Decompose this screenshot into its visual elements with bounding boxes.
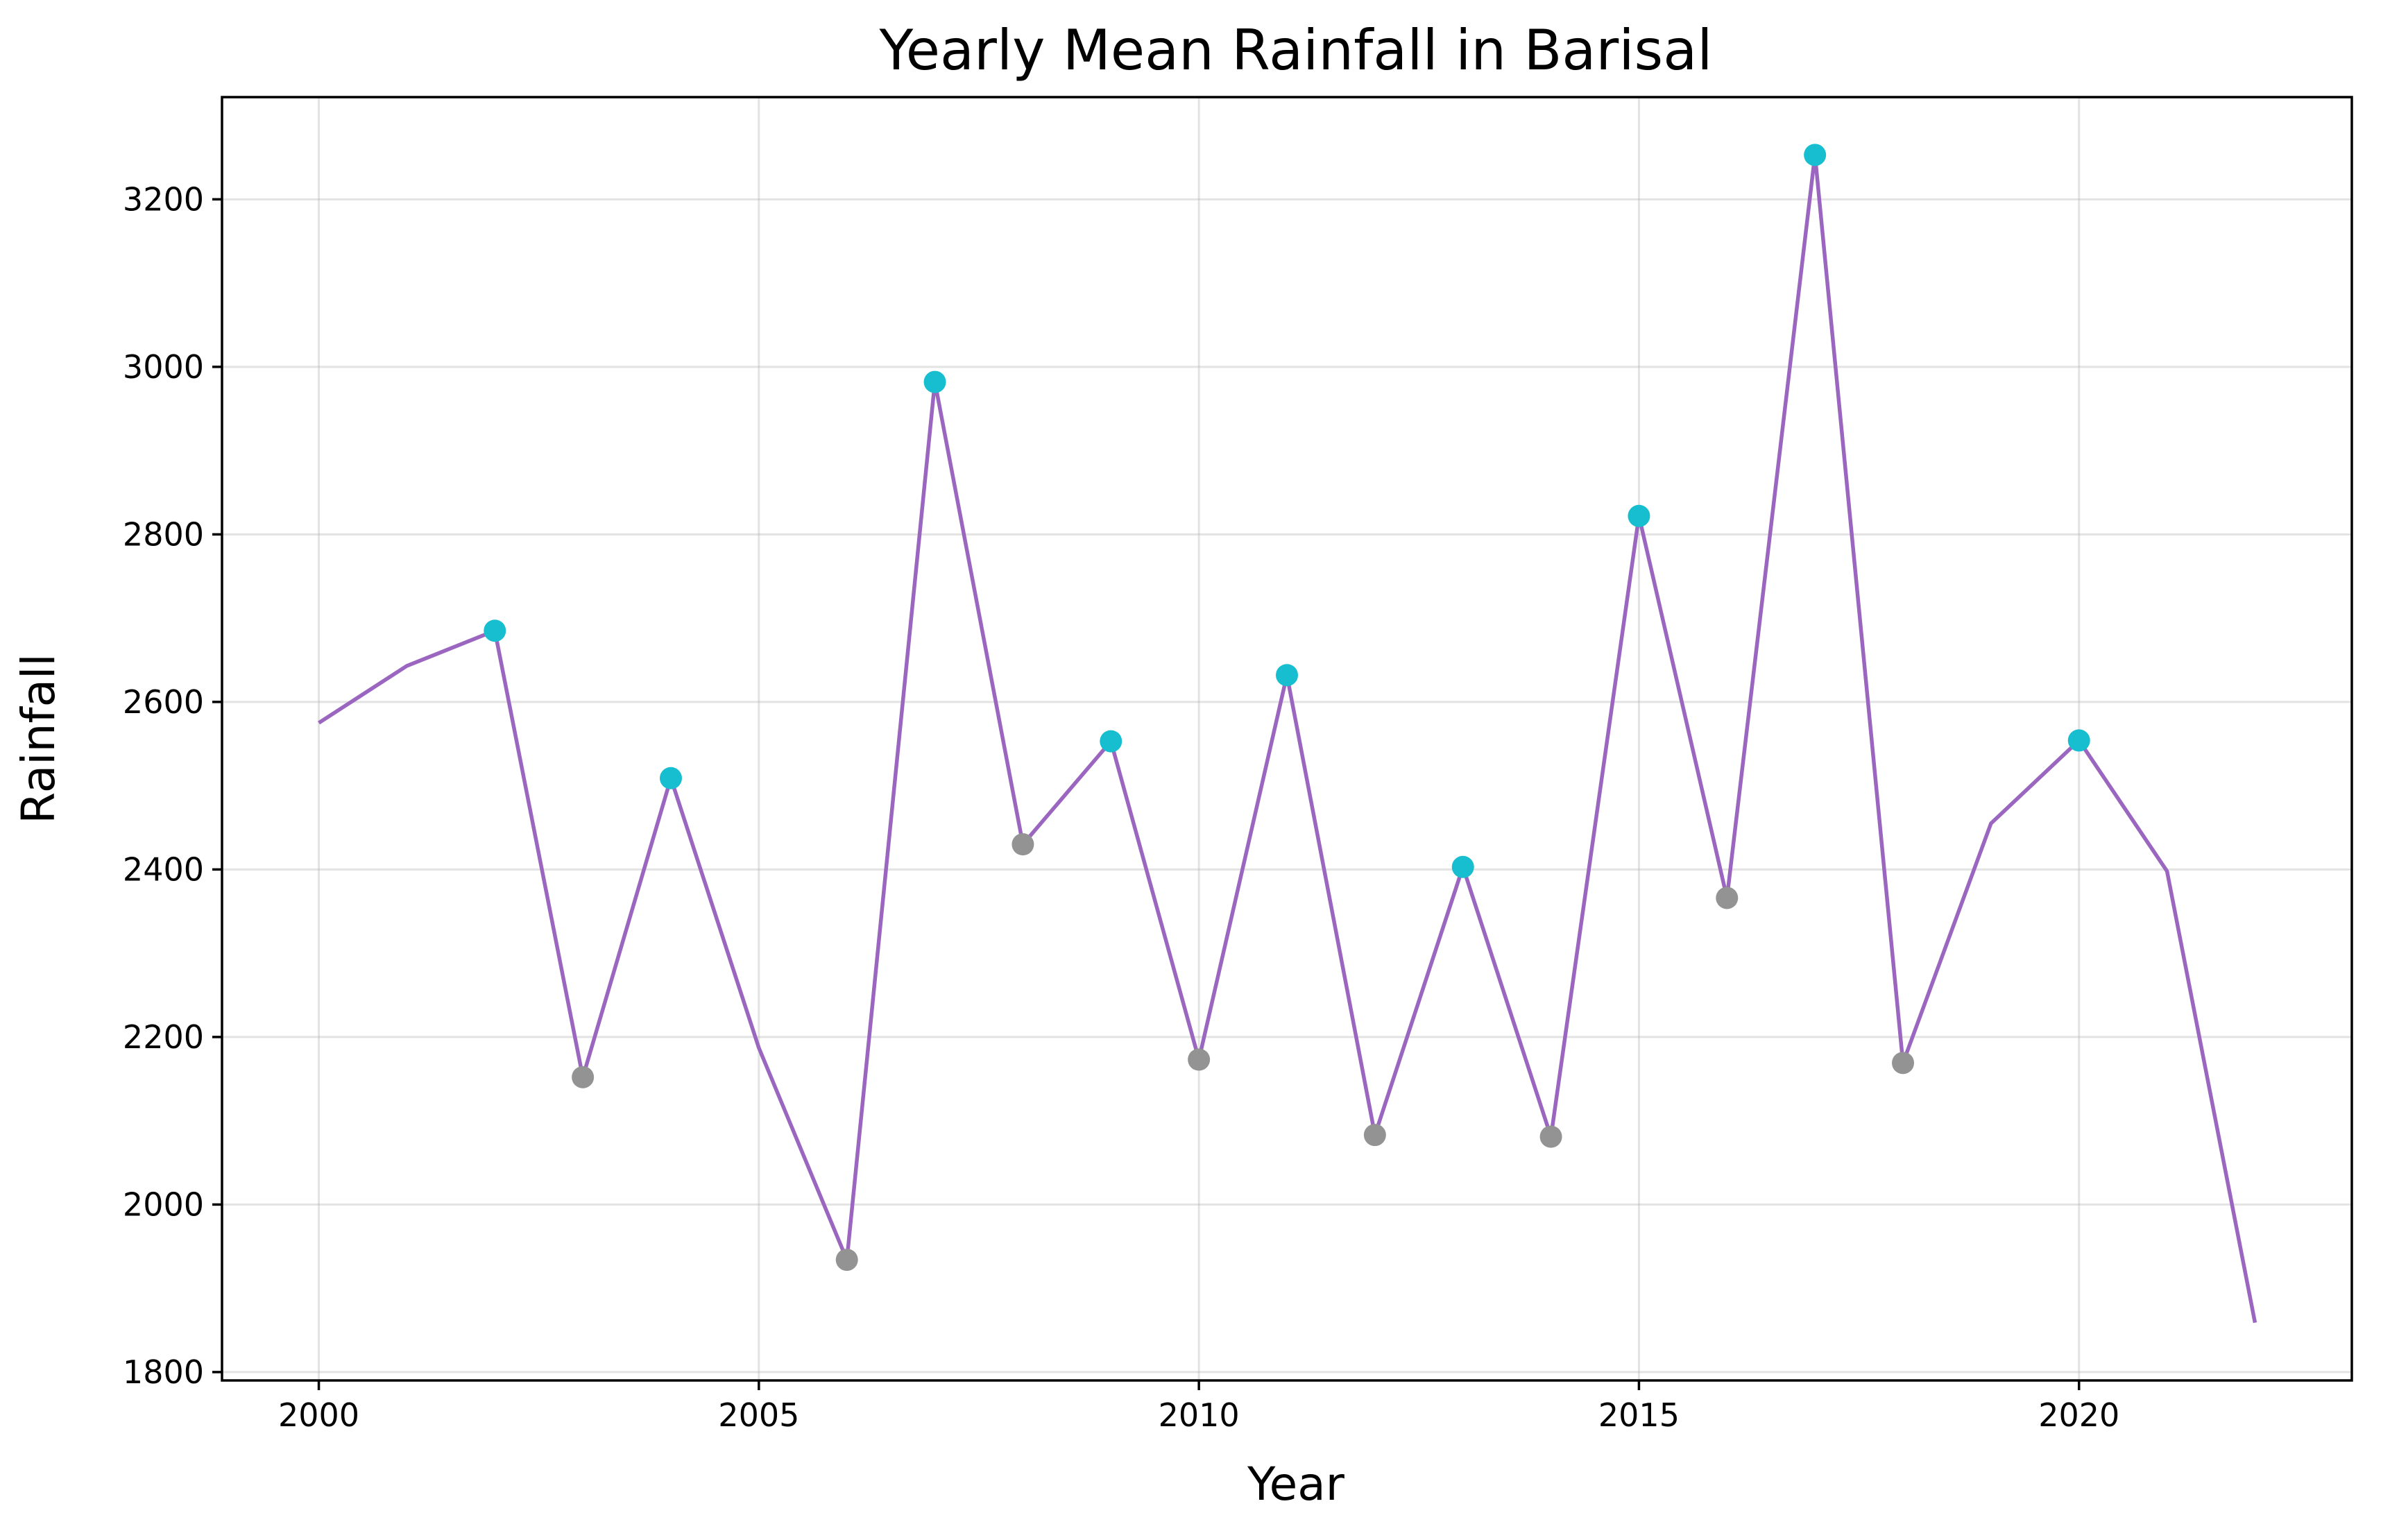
grid-lines [222, 97, 2352, 1380]
plot-frame [221, 96, 2353, 1382]
trough-marker [1011, 833, 1034, 856]
y-tick-label: 2800 [123, 515, 204, 553]
series-layer [318, 153, 2257, 1324]
y-tick-label: 3200 [123, 180, 204, 218]
trough-marker [572, 1066, 595, 1088]
trough-marker [1892, 1052, 1915, 1075]
peak-marker [1276, 664, 1298, 687]
peak-marker [1100, 730, 1122, 753]
trough-marker [1539, 1125, 1562, 1148]
y-tick-label: 1800 [123, 1353, 204, 1391]
marker-layer [484, 144, 2090, 1272]
x-tick-label: 2005 [718, 1396, 799, 1434]
peak-marker [923, 370, 946, 393]
trough-marker [1363, 1124, 1386, 1147]
x-tick-label: 2015 [1598, 1396, 1680, 1434]
chart-title: Yearly Mean Rainfall in Barisal [879, 18, 1713, 83]
y-tick-label: 3000 [123, 348, 204, 386]
peak-marker [1804, 144, 1827, 166]
peak-marker [1451, 855, 1474, 878]
y-tick-label: 2200 [123, 1018, 204, 1056]
y-tick-label: 2400 [123, 850, 204, 888]
x-tick-label: 2010 [1159, 1396, 1240, 1434]
trough-marker [1188, 1048, 1211, 1071]
trough-marker [1716, 887, 1739, 909]
y-axis-label: Rainfall [12, 653, 65, 823]
peak-marker [2067, 729, 2090, 752]
x-axis-label: Year [1247, 1457, 1345, 1511]
peak-marker [659, 767, 682, 789]
x-tick-label: 2000 [278, 1396, 359, 1434]
axis-ticks: 2000 2005 2010 2015 2020 1800 2000 2200 2400 2600… [123, 180, 2119, 1434]
peak-marker [1628, 504, 1650, 527]
x-tick-label: 2020 [2038, 1396, 2119, 1434]
y-tick-label: 2000 [123, 1186, 204, 1223]
trough-marker [835, 1249, 858, 1272]
y-tick-label: 2600 [123, 683, 204, 721]
rainfall-series-line [318, 153, 2257, 1324]
peak-marker [484, 619, 506, 642]
